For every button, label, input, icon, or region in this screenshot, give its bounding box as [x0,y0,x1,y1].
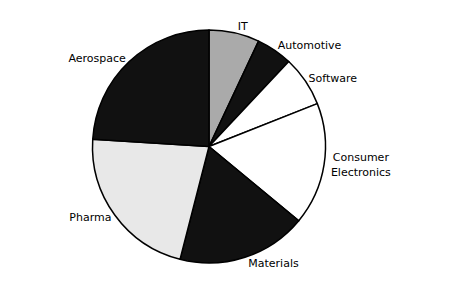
svg-text:Materials: Materials [248,257,299,270]
svg-text:Pharma: Pharma [69,211,111,224]
svg-text:Software: Software [309,72,358,85]
svg-text:Aerospace: Aerospace [68,52,126,65]
svg-text:Automotive: Automotive [278,39,342,52]
svg-text:ConsumerElectronics: ConsumerElectronics [331,151,391,178]
svg-text:IT: IT [238,20,248,33]
